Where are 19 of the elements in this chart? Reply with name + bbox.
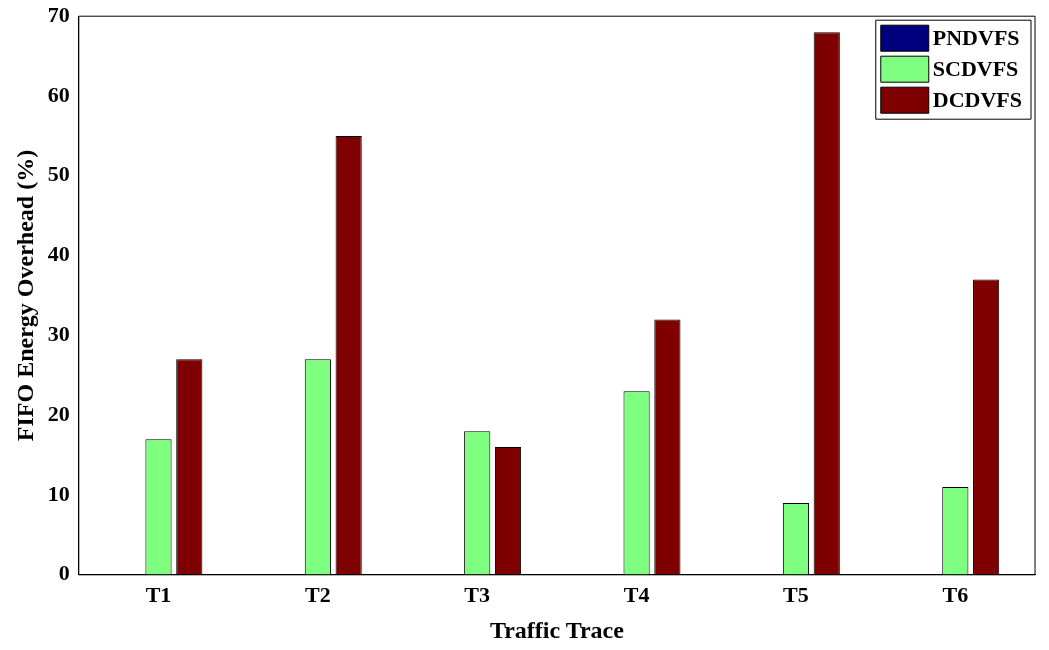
y-tick-label: 30	[47, 321, 70, 347]
y-tick-label: 0	[58, 560, 70, 586]
y-tick-label: 50	[47, 161, 70, 187]
x-axis-title: Traffic Trace	[489, 616, 625, 643]
y-tick-label: 40	[47, 241, 70, 267]
x-tick-label: T6	[942, 581, 969, 607]
y-tick-label: 20	[47, 400, 70, 426]
x-tick-label: T4	[623, 581, 650, 607]
y-axis-title: FIFO Energy Overhead (%)	[11, 149, 38, 442]
x-tick-label: T3	[464, 581, 491, 607]
legend-label: SCDVFS	[932, 55, 1019, 81]
x-tick-label: T5	[783, 581, 809, 607]
x-tick-label: T1	[145, 581, 172, 607]
y-tick-label: 70	[47, 1, 70, 27]
y-tick-label: 10	[47, 480, 70, 506]
legend-label: PNDVFS	[932, 24, 1020, 50]
x-tick-label: T2	[305, 581, 331, 607]
y-tick-label: 60	[47, 81, 70, 107]
legend-label: DCDVFS	[932, 86, 1023, 112]
